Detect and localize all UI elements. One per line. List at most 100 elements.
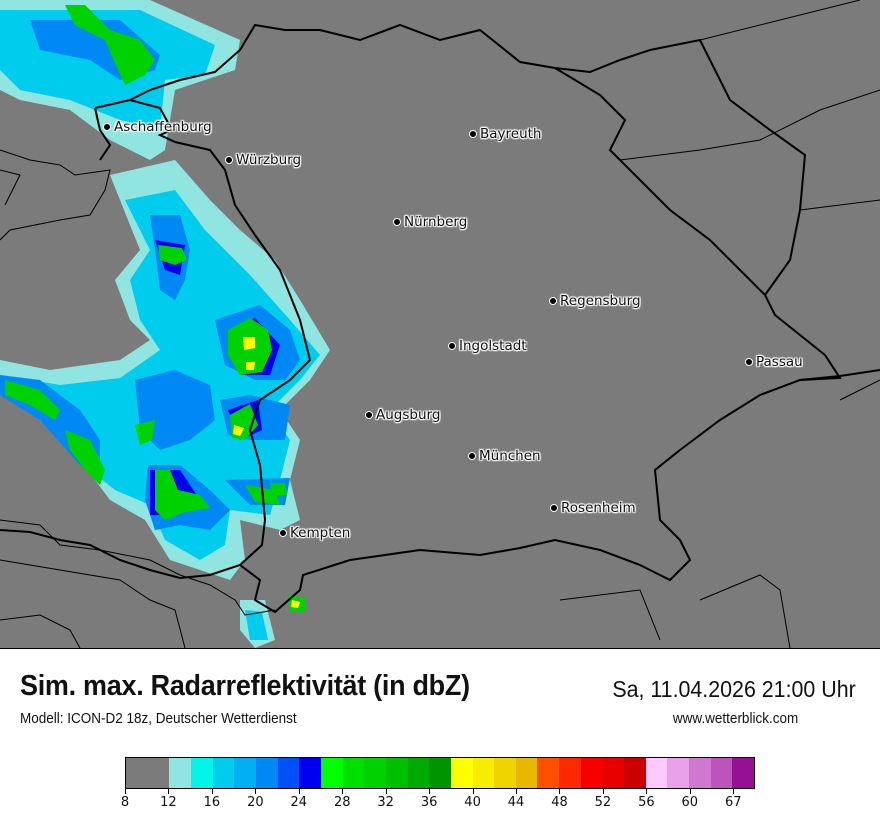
website-link[interactable]: www.wetterblick.com — [672, 710, 798, 727]
city-name: Nürnberg — [404, 214, 468, 230]
city-name: Rosenheim — [561, 500, 636, 516]
legend-bin — [624, 758, 646, 788]
forecast-datetime: Sa, 11.04.2026 21:00 Uhr — [612, 676, 856, 702]
legend-tick-label: 20 — [247, 795, 264, 810]
legend-tick-label: 56 — [638, 795, 655, 810]
city-label-augsburg: Augsburg — [365, 407, 440, 423]
city-label-ingolstadt: Ingolstadt — [448, 338, 527, 354]
legend-tick-label: 12 — [160, 795, 177, 810]
legend-tick-label: 48 — [551, 795, 568, 810]
city-marker-icon — [103, 123, 111, 131]
legend-tick — [646, 789, 648, 794]
city-name: Aschaffenburg — [114, 119, 212, 135]
legend-bin — [580, 758, 603, 788]
city-label-nuernberg: Nürnberg — [393, 214, 467, 230]
legend-tick-label: 28 — [333, 795, 351, 810]
legend-bin — [429, 758, 451, 788]
legend-bin — [320, 758, 343, 788]
legend-tick-label: 24 — [290, 795, 308, 810]
city-label-passau: Passau — [745, 354, 803, 370]
legend-tick — [472, 789, 474, 794]
legend-bin — [234, 758, 256, 788]
legend-tick — [733, 789, 735, 794]
precipitation-layer — [0, 0, 330, 648]
legend-tick-label: 52 — [594, 795, 612, 810]
model-info: Modell: ICON-D2 18z, Deutscher Wetterdie… — [20, 710, 297, 727]
city-label-aschaffenburg: Aschaffenburg — [103, 119, 212, 135]
legend-tick — [211, 789, 213, 794]
city-label-kempten: Kempten — [279, 525, 350, 541]
city-name: Bayreuth — [480, 126, 542, 142]
borders — [0, 0, 880, 649]
legend-bin — [645, 758, 668, 788]
legend-tick — [516, 789, 518, 794]
legend-bin — [212, 758, 235, 788]
legend-tick-label: 60 — [681, 795, 699, 810]
legend-bin — [450, 758, 473, 788]
legend-bin — [364, 758, 386, 788]
legend-bin — [255, 758, 278, 788]
city-label-muenchen: München — [468, 448, 541, 464]
legend-bin — [689, 758, 711, 788]
legend-tick-label: 36 — [420, 795, 438, 810]
legend-tick-label: 8 — [120, 795, 130, 810]
legend-tick — [255, 789, 257, 794]
legend-bin — [342, 758, 365, 788]
city-label-bayreuth: Bayreuth — [469, 126, 542, 142]
legend-bin — [732, 758, 755, 788]
radar-map: Aschaffenburg Würzburg Bayreuth Nürnberg… — [0, 0, 880, 649]
legend-bin — [710, 758, 733, 788]
city-marker-icon — [549, 297, 557, 305]
legend-tick — [689, 789, 691, 794]
legend-tick — [298, 789, 300, 794]
legend-bin — [299, 758, 321, 788]
legend-bin — [515, 758, 538, 788]
legend-bin — [277, 758, 300, 788]
city-label-rosenheim: Rosenheim — [550, 500, 636, 516]
city-name: Kempten — [290, 525, 351, 541]
legend-tick-label: 40 — [464, 795, 481, 810]
city-marker-icon — [448, 342, 456, 350]
legend-bin — [169, 758, 191, 788]
legend-bin — [494, 758, 516, 788]
legend-bin — [385, 758, 408, 788]
city-marker-icon — [469, 130, 477, 138]
map-title: Sim. max. Radarreflektivität (in dbZ) — [20, 670, 470, 702]
legend-bin — [190, 758, 213, 788]
legend-tick-label: 67 — [724, 795, 742, 810]
legend-tick-label: 16 — [203, 795, 221, 810]
legend-tick — [602, 789, 604, 794]
city-marker-icon — [225, 156, 233, 164]
city-marker-icon — [279, 529, 287, 537]
legend-tick-label: 32 — [377, 795, 394, 810]
legend-tick — [559, 789, 561, 794]
city-name: Würzburg — [236, 152, 302, 168]
map-canvas — [0, 0, 880, 649]
color-legend — [125, 757, 755, 789]
legend-tick — [342, 789, 344, 794]
city-marker-icon — [550, 504, 558, 512]
legend-bin — [667, 758, 690, 788]
legend-tick — [125, 789, 126, 794]
legend-bin — [602, 758, 625, 788]
city-name: Ingolstadt — [459, 338, 527, 354]
city-marker-icon — [365, 411, 373, 419]
city-label-regensburg: Regensburg — [549, 293, 641, 309]
city-name: Passau — [756, 354, 803, 370]
legend-bin — [407, 758, 430, 788]
legend-tick — [168, 789, 170, 794]
city-marker-icon — [745, 358, 753, 366]
legend-tick — [385, 789, 387, 794]
legend-bin — [537, 758, 560, 788]
city-marker-icon — [468, 452, 476, 460]
legend-bin — [559, 758, 581, 788]
city-marker-icon — [393, 218, 401, 226]
city-name: Regensburg — [560, 293, 641, 309]
legend-bin — [126, 758, 170, 788]
city-name: Augsburg — [376, 407, 441, 423]
legend-tick-label: 44 — [507, 795, 525, 810]
legend-tick — [429, 789, 431, 794]
legend-ticks: 8 12 16 20 24 28 32 36 40 44 48 52 56 60 67 — [121, 789, 755, 819]
city-name: München — [479, 448, 541, 464]
legend-bin — [472, 758, 495, 788]
